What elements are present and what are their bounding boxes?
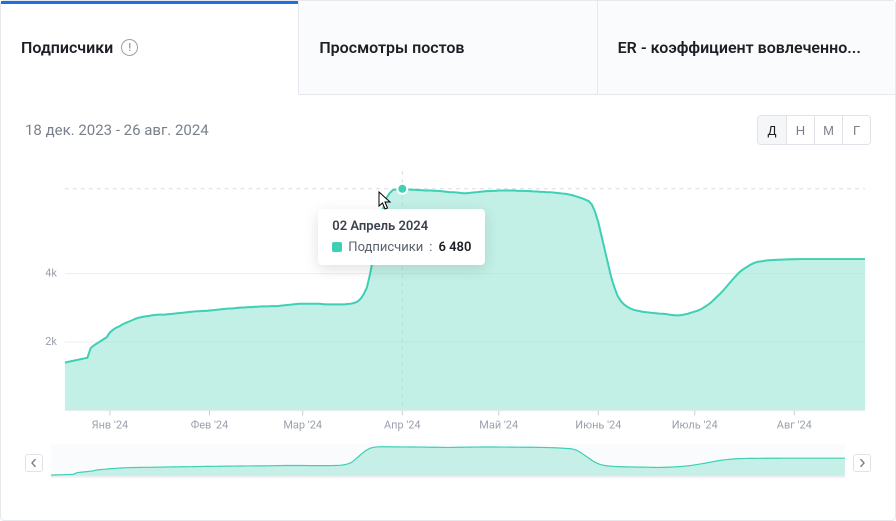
svg-text:Июль '24: Июль '24 [672,418,718,431]
tab-subscribers[interactable]: Подписчики ! [1,1,299,95]
nav-left-button[interactable] [25,454,43,472]
zoom-button-group: Д Н М Г [757,115,871,145]
area-chart-svg: 2k 4k Янв '24 Фев '24 Мар '24 Апр '24 Май '24 И… [25,165,871,440]
zoom-week-button[interactable]: Н [786,116,814,144]
svg-text:Фев '24: Фев '24 [191,418,229,431]
tabs-row: Подписчики ! Просмотры постов ER - коэфф… [1,1,895,95]
chart-area[interactable]: 2k 4k Янв '24 Фев '24 Мар '24 Апр '24 Май '24 И… [1,153,895,440]
tab-post-views[interactable]: Просмотры постов [299,1,597,94]
zoom-day-button[interactable]: Д [758,116,786,144]
svg-text:Апр '24: Апр '24 [384,418,421,431]
svg-text:Май '24: Май '24 [479,418,518,431]
nav-right-button[interactable] [853,454,871,472]
date-range-label: 18 дек. 2023 - 26 авг. 2024 [25,121,209,139]
analytics-panel: Подписчики ! Просмотры постов ER - коэфф… [0,0,896,521]
tab-label: ER - коэффициент вовлеченно... [618,38,861,57]
svg-text:2k: 2k [45,335,57,348]
info-icon[interactable]: ! [121,39,138,56]
svg-text:Мар '24: Мар '24 [283,418,322,431]
chevron-right-icon [858,459,866,467]
subheader-row: 18 дек. 2023 - 26 авг. 2024 Д Н М Г [1,95,895,153]
zoom-month-button[interactable]: М [814,116,842,144]
chevron-left-icon [30,459,38,467]
tab-label: Просмотры постов [319,38,464,57]
svg-text:Июнь '24: Июнь '24 [575,418,621,431]
tab-er[interactable]: ER - коэффициент вовлеченно... [598,1,895,94]
zoom-year-button[interactable]: Г [842,116,870,144]
svg-text:Авг '24: Авг '24 [777,418,812,431]
svg-text:4k: 4k [45,267,57,280]
tab-label: Подписчики [21,38,113,57]
navigator-chart-svg[interactable] [25,444,871,478]
svg-text:Янв '24: Янв '24 [92,418,129,431]
navigator-row [25,444,871,482]
